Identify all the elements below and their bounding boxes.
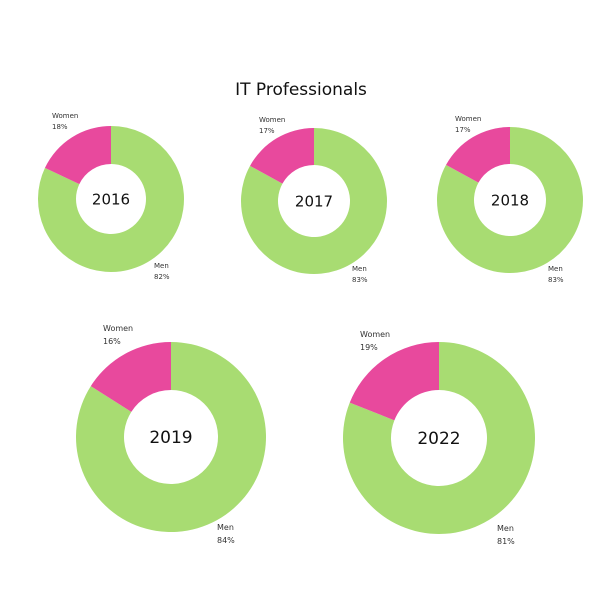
slice-women <box>90 342 171 412</box>
center-year-label: 2019 <box>149 428 192 448</box>
women-value-label: 19% <box>360 343 378 352</box>
men-value-label: 84% <box>217 536 235 545</box>
slice-men <box>37 126 184 272</box>
slice-men <box>437 127 583 273</box>
women-label: Women <box>360 330 390 339</box>
women-label: Women <box>455 115 481 123</box>
chart-title: IT Professionals <box>235 80 367 100</box>
donut-2019: 2019 Women 16% Men 84% <box>76 324 267 545</box>
women-label: Women <box>52 112 78 120</box>
women-value-label: 18% <box>52 123 68 131</box>
center-year-label: 2017 <box>295 192 333 210</box>
slice-women <box>250 128 314 184</box>
men-value-label: 83% <box>548 276 564 284</box>
center-year-label: 2018 <box>491 191 529 209</box>
men-label: Men <box>548 265 563 273</box>
donut-2016: 2016 Women 18% Men 82% <box>37 112 184 281</box>
men-label: Men <box>497 524 514 533</box>
donut-2018: 2018 Women 17% Men 83% <box>437 115 583 284</box>
donut-2022: 2022 Women 19% Men 81% <box>343 330 535 546</box>
men-label: Men <box>217 523 234 532</box>
women-value-label: 16% <box>103 337 121 346</box>
men-value-label: 82% <box>154 273 170 281</box>
women-value-label: 17% <box>455 126 471 134</box>
slice-women <box>446 127 510 183</box>
slice-women <box>44 126 111 185</box>
slice-men <box>76 342 267 532</box>
women-label: Women <box>259 116 285 124</box>
women-value-label: 17% <box>259 127 275 135</box>
men-label: Men <box>154 262 169 270</box>
men-value-label: 81% <box>497 537 515 546</box>
men-label: Men <box>352 265 367 273</box>
women-label: Women <box>103 324 133 333</box>
slice-men <box>240 128 387 275</box>
slice-men <box>343 342 535 535</box>
center-year-label: 2022 <box>417 429 460 449</box>
men-value-label: 83% <box>352 276 368 284</box>
donut-2017: 2017 Women 17% Men 83% <box>240 116 387 284</box>
slice-women <box>349 342 439 421</box>
center-year-label: 2016 <box>92 190 130 208</box>
